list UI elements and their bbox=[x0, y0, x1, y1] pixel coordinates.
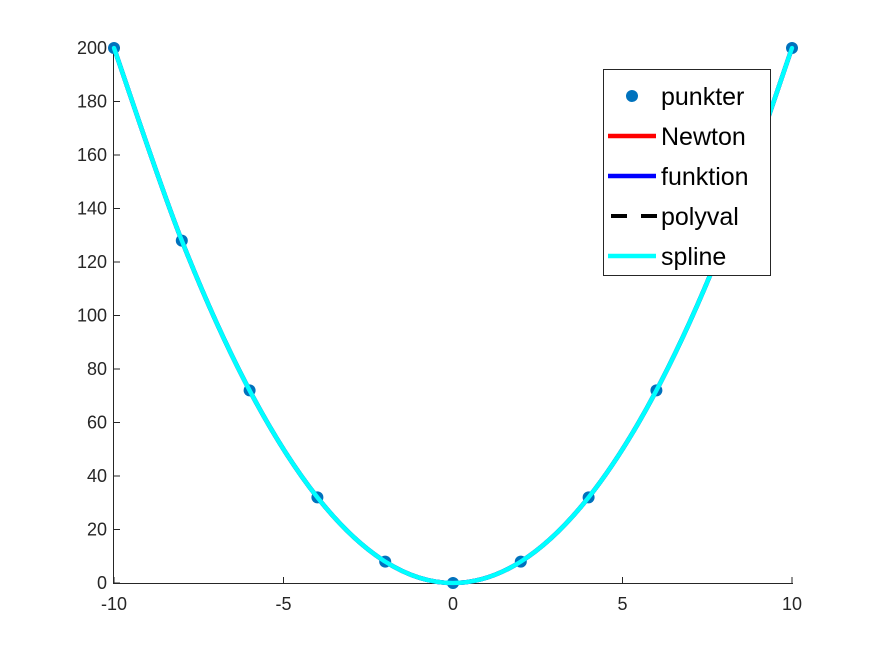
legend-item-punkter[interactable]: punkter bbox=[626, 83, 744, 111]
x-tick-label: 0 bbox=[448, 594, 458, 614]
y-tick-label: 140 bbox=[77, 199, 107, 219]
axes: -10 -5 0 5 10 0 20 40 60 80 100 120 140 160 180 200 bbox=[77, 38, 802, 614]
spline-series-line bbox=[111, 45, 795, 586]
x-tick-label: -10 bbox=[101, 594, 127, 614]
legend-label: spline bbox=[661, 243, 726, 271]
legend-box bbox=[603, 69, 771, 276]
y-tick-label: 0 bbox=[97, 573, 107, 593]
x-tick-label: 5 bbox=[617, 594, 627, 614]
legend-label: polyval bbox=[661, 203, 739, 231]
x-tick-label: -5 bbox=[275, 594, 291, 614]
y-tick-label: 80 bbox=[87, 359, 107, 379]
y-tick-label: 160 bbox=[77, 145, 107, 165]
legend-label: Newton bbox=[661, 123, 746, 151]
y-ticks: 0 20 40 60 80 100 120 140 160 180 200 bbox=[77, 38, 120, 593]
y-tick-label: 100 bbox=[77, 306, 107, 326]
legend-label: funktion bbox=[661, 163, 749, 191]
y-tick-label: 40 bbox=[87, 466, 107, 486]
y-tick-label: 20 bbox=[87, 520, 107, 540]
y-tick-label: 120 bbox=[77, 252, 107, 272]
y-tick-label: 200 bbox=[77, 38, 107, 58]
legend-item-spline[interactable]: spline bbox=[608, 243, 726, 271]
legend-marker-swatch bbox=[626, 90, 638, 102]
y-tick-label: 60 bbox=[87, 413, 107, 433]
y-tick-label: 180 bbox=[77, 92, 107, 112]
legend-item-funktion[interactable]: funktion bbox=[608, 163, 749, 191]
legend-item-polyval[interactable]: polyval bbox=[611, 203, 739, 231]
legend-item-newton[interactable]: Newton bbox=[608, 123, 746, 151]
legend-label: punkter bbox=[661, 83, 744, 111]
legend[interactable]: punkter Newton funktion polyval spline bbox=[603, 69, 771, 276]
x-tick-label: 10 bbox=[782, 594, 802, 614]
